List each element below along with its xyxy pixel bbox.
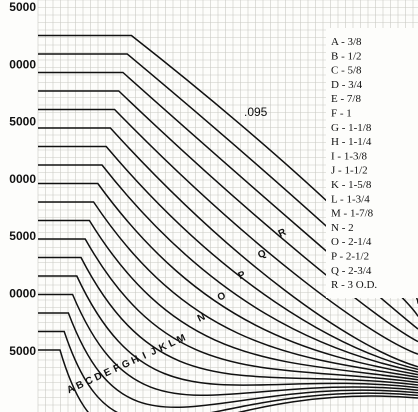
chart-legend: A - 3/8 B - 1/2 C - 5/8 D - 3/4 E - 7/8 F - 1… bbox=[326, 28, 418, 298]
series-curve-o bbox=[38, 90, 418, 343]
series-curve-e bbox=[38, 275, 418, 389]
legend-entry: O - 2-1/4 bbox=[331, 236, 372, 248]
series-curve-m bbox=[38, 127, 418, 368]
series-curve-i bbox=[38, 201, 418, 378]
legend-entry: P - 2-1/2 bbox=[331, 251, 369, 263]
legend-entry: J - 1-1/2 bbox=[331, 165, 368, 177]
series-curve-b bbox=[38, 330, 418, 412]
series-label-p: P bbox=[237, 269, 248, 282]
annotation-label: .095 bbox=[244, 105, 268, 119]
series-label-d: D bbox=[93, 371, 104, 384]
y-tick-label: 0000 bbox=[9, 172, 36, 186]
series-label-l: L bbox=[167, 337, 177, 350]
y-tick-label: 5000 bbox=[9, 229, 36, 243]
legend-entry: E - 7/8 bbox=[331, 93, 361, 105]
series-label-k: K bbox=[157, 341, 169, 354]
series-label-g: G bbox=[120, 358, 132, 371]
legend-entry: N - 2 bbox=[331, 222, 354, 234]
series-label-i: I bbox=[141, 350, 148, 361]
legend-entry: L - 1-3/4 bbox=[331, 193, 370, 205]
legend-entry: G - 1-1/8 bbox=[331, 122, 372, 134]
series-label-n: N bbox=[196, 312, 207, 325]
series-curve-f bbox=[38, 256, 418, 386]
y-tick-label: 0000 bbox=[9, 287, 36, 301]
legend-entry: F - 1 bbox=[331, 108, 352, 120]
series-curve-d bbox=[38, 293, 418, 397]
series-label-o: O bbox=[216, 290, 228, 303]
legend-entry: M - 1-7/8 bbox=[331, 208, 374, 220]
series-label-q: Q bbox=[256, 248, 268, 261]
y-tick-label: 5000 bbox=[9, 0, 36, 14]
legend-entry: D - 3/4 bbox=[331, 79, 363, 91]
series-label-f: F bbox=[112, 362, 122, 375]
legend-entry: H - 1-1/4 bbox=[331, 136, 372, 148]
series-curve-c bbox=[38, 312, 418, 408]
series-curve-j bbox=[38, 182, 418, 376]
y-tick-label: 5000 bbox=[9, 115, 36, 129]
series-curve-g bbox=[38, 238, 418, 384]
series-label-e: E bbox=[102, 366, 113, 379]
legend-entry: B - 1/2 bbox=[331, 50, 362, 62]
chart-curves bbox=[38, 34, 418, 412]
legend-entry: I - 1-3/8 bbox=[331, 150, 368, 162]
series-curve-h bbox=[38, 219, 418, 381]
legend-entry: K - 1-5/8 bbox=[331, 179, 372, 191]
legend-entry: C - 5/8 bbox=[331, 65, 362, 77]
series-curve-q bbox=[38, 53, 418, 317]
series-curve-l bbox=[38, 145, 418, 371]
chart-y-ticks: 5000 0000 5000 0000 5000 0000 5000 bbox=[9, 0, 36, 358]
series-label-c: C bbox=[84, 375, 95, 388]
series-curve-k bbox=[38, 164, 418, 373]
series-curve-a bbox=[38, 349, 418, 412]
series-label-b: B bbox=[75, 379, 86, 392]
legend-entry: R - 3 O.D. bbox=[331, 279, 377, 291]
series-label-j: J bbox=[149, 346, 159, 358]
series-label-a: A bbox=[65, 383, 76, 396]
y-tick-label: 0000 bbox=[9, 57, 36, 71]
y-tick-label: 5000 bbox=[9, 344, 36, 358]
legend-entry: A - 3/8 bbox=[331, 36, 362, 48]
legend-entry: Q - 2-3/4 bbox=[331, 265, 372, 277]
series-label-r: R bbox=[277, 226, 289, 239]
legend-background bbox=[326, 28, 418, 298]
series-curve-p bbox=[38, 71, 418, 330]
series-curve-n bbox=[38, 108, 418, 355]
series-label-h: H bbox=[130, 354, 141, 367]
